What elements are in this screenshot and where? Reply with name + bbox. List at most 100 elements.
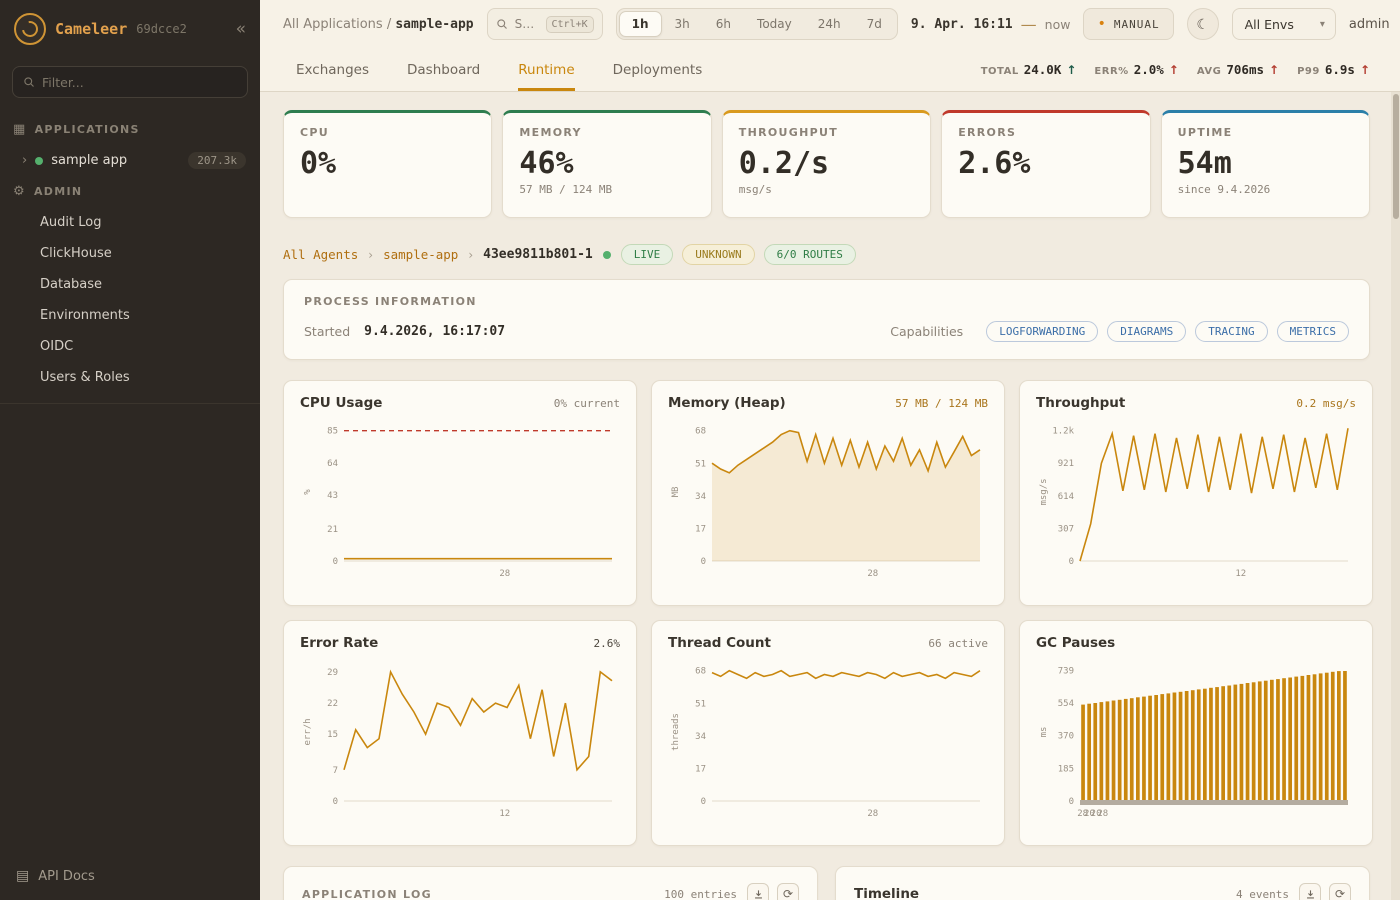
- svg-text:17: 17: [695, 764, 706, 774]
- svg-text:64: 64: [327, 459, 338, 469]
- capabilities-group: Capabilities LOGFORWARDING DIAGRAMS TRACIN…: [890, 321, 1349, 342]
- tab-dashboard[interactable]: Dashboard: [407, 61, 481, 78]
- tab-runtime[interactable]: Runtime: [518, 48, 575, 91]
- stat-card-value: 2.6%: [958, 146, 1031, 181]
- time-window-start[interactable]: 9. Apr. 16:11: [910, 16, 1013, 32]
- trend-up-icon: ↑: [1168, 63, 1179, 77]
- agent-crumb-sample-app[interactable]: sample-app: [383, 247, 459, 262]
- scrollbar[interactable]: [1391, 92, 1400, 900]
- env-select[interactable]: All Envs ▾: [1231, 8, 1336, 40]
- sidebar-item-clickhouse[interactable]: ClickHouse: [40, 246, 112, 261]
- stat-card-label: THROUGHPUT: [738, 126, 838, 139]
- gear-icon: ⚙: [13, 184, 26, 199]
- live-dot-icon: [602, 250, 611, 259]
- stat-card-uptime: UPTIME 54m since 9.4.2026: [1160, 110, 1370, 218]
- chevron-down-icon: ▾: [1319, 18, 1325, 30]
- refresh-button[interactable]: ⟳: [1329, 883, 1351, 900]
- capabilities-label: Capabilities: [890, 324, 964, 339]
- time-range-1h[interactable]: 1h: [618, 11, 662, 37]
- tab-exchanges[interactable]: Exchanges: [296, 61, 369, 78]
- tab-deployments[interactable]: Deployments: [612, 61, 703, 78]
- metric-value: 6.9s: [1324, 62, 1355, 77]
- svg-text:0: 0: [333, 557, 338, 567]
- stat-card-value: 54m: [1177, 146, 1232, 181]
- manual-refresh-button[interactable]: • MANUAL: [1083, 8, 1174, 40]
- sidebar-header: Cameleer 69dcce2 «: [0, 0, 260, 56]
- stat-card-value: 46%: [519, 146, 574, 181]
- stat-card-cpu: CPU 0%: [283, 110, 493, 218]
- svg-text:739: 739: [1058, 666, 1074, 676]
- svg-text:68: 68: [695, 427, 706, 437]
- sidebar-item-audit-log[interactable]: Audit Log: [40, 215, 102, 230]
- svg-text:22: 22: [327, 699, 338, 709]
- started-label: Started: [304, 324, 351, 339]
- admin-section: ⚙ ADMIN Audit Log ClickHouse Database Envir…: [0, 176, 260, 404]
- sidebar-item-database[interactable]: Database: [40, 277, 103, 292]
- capability-badge-tracing: TRACING: [1195, 321, 1268, 342]
- chart-cpu-usage: CPU Usage 0% current% 85 64 43 21 0 28: [283, 380, 637, 606]
- breadcrumb-root[interactable]: All Applications: [283, 16, 383, 32]
- svg-text:1.2k: 1.2k: [1052, 427, 1074, 437]
- capability-badge-diagrams: DIAGRAMS: [1107, 321, 1187, 342]
- metric-value: 706ms: [1226, 62, 1265, 77]
- metric-label: AVG: [1196, 66, 1222, 77]
- chart-title: Memory (Heap): [668, 395, 786, 411]
- agent-id: 43ee9811b801-1: [483, 247, 593, 262]
- breadcrumb: All Applications / sample-app: [283, 17, 474, 32]
- chart-plot: err/h 29 22 15 7 0 12: [303, 668, 613, 819]
- scrollbar-thumb[interactable]: [1392, 94, 1399, 219]
- sidebar-filter[interactable]: [12, 66, 248, 98]
- time-window-end[interactable]: now: [1044, 16, 1071, 32]
- chart-throughput: Throughput 0.2 msg/s msg/s 1.2k 921 614 307 0 12: [1019, 380, 1373, 606]
- sidebar-item-api-docs[interactable]: ▤ API Docs: [0, 852, 260, 900]
- svg-text:28: 28: [1077, 809, 1088, 819]
- theme-toggle-button[interactable]: ☾: [1186, 8, 1219, 40]
- breadcrumb-separator: /: [386, 16, 392, 32]
- download-button[interactable]: [747, 883, 769, 900]
- sidebar-item-users-roles[interactable]: Users & Roles: [40, 370, 130, 385]
- application-log-title: APPLICATION LOG: [302, 887, 432, 900]
- sidebar-item-oidc[interactable]: OIDC: [40, 339, 74, 354]
- refresh-button[interactable]: ⟳: [777, 883, 799, 900]
- time-range-7d[interactable]: 7d: [854, 11, 895, 37]
- chart-title: Error Rate: [300, 635, 379, 651]
- sidebar-item-environments[interactable]: Environments: [40, 308, 130, 323]
- svg-text:185: 185: [1058, 764, 1074, 774]
- tabs: Exchanges Dashboard Runtime Deployments: [296, 48, 702, 91]
- global-search[interactable]: S… Ctrl+K: [486, 8, 603, 40]
- chart-title: GC Pauses: [1036, 635, 1116, 651]
- svg-text:err/h: err/h: [303, 718, 313, 745]
- download-button[interactable]: [1299, 883, 1321, 900]
- env-select-value: All Envs: [1244, 16, 1294, 32]
- sidebar-collapse-icon[interactable]: «: [235, 18, 246, 39]
- sidebar-item-sample-app[interactable]: › sample app 207.3k: [0, 145, 260, 176]
- metric-err: ERR% 2.0% ↑: [1094, 62, 1178, 77]
- metric-label: ERR%: [1094, 66, 1129, 77]
- search-text: S…: [514, 17, 535, 31]
- svg-text:28: 28: [1097, 809, 1108, 819]
- chevron-right-icon[interactable]: ›: [22, 153, 28, 168]
- time-window: 9. Apr. 16:11 — now: [911, 15, 1071, 34]
- filter-input[interactable]: [42, 74, 237, 90]
- time-range-6h[interactable]: 6h: [703, 11, 744, 37]
- svg-text:28: 28: [499, 569, 510, 579]
- chart-title: CPU Usage: [300, 395, 383, 411]
- app-title: Cameleer: [55, 20, 128, 38]
- time-range-3h[interactable]: 3h: [662, 11, 703, 37]
- manual-label: MANUAL: [1113, 17, 1160, 31]
- stat-card-subtext: 57 MB / 124 MB: [519, 183, 613, 196]
- time-range-today[interactable]: Today: [744, 11, 805, 37]
- trend-up-icon: ↑: [1359, 63, 1370, 77]
- time-range-group: 1h 3h 6h Today 24h 7d: [615, 8, 898, 40]
- chart-gc-pauses: GC Pauses ms 739 554 370 185 0 28 20 20 28: [1019, 620, 1373, 846]
- chart-current-value: 66 active: [928, 637, 988, 650]
- agent-crumb-all-agents[interactable]: All Agents: [283, 247, 359, 262]
- chart-thread-count: Thread Count 66 active threads 68 51 34 17 0 28: [651, 620, 1005, 846]
- svg-text:12: 12: [1235, 569, 1246, 579]
- time-range-24h[interactable]: 24h: [805, 11, 854, 37]
- svg-text:7: 7: [333, 766, 338, 776]
- user-name[interactable]: admin: [1348, 16, 1390, 32]
- metric-label: P99: [1297, 66, 1320, 77]
- process-information-title: PROCESS INFORMATION: [304, 295, 477, 308]
